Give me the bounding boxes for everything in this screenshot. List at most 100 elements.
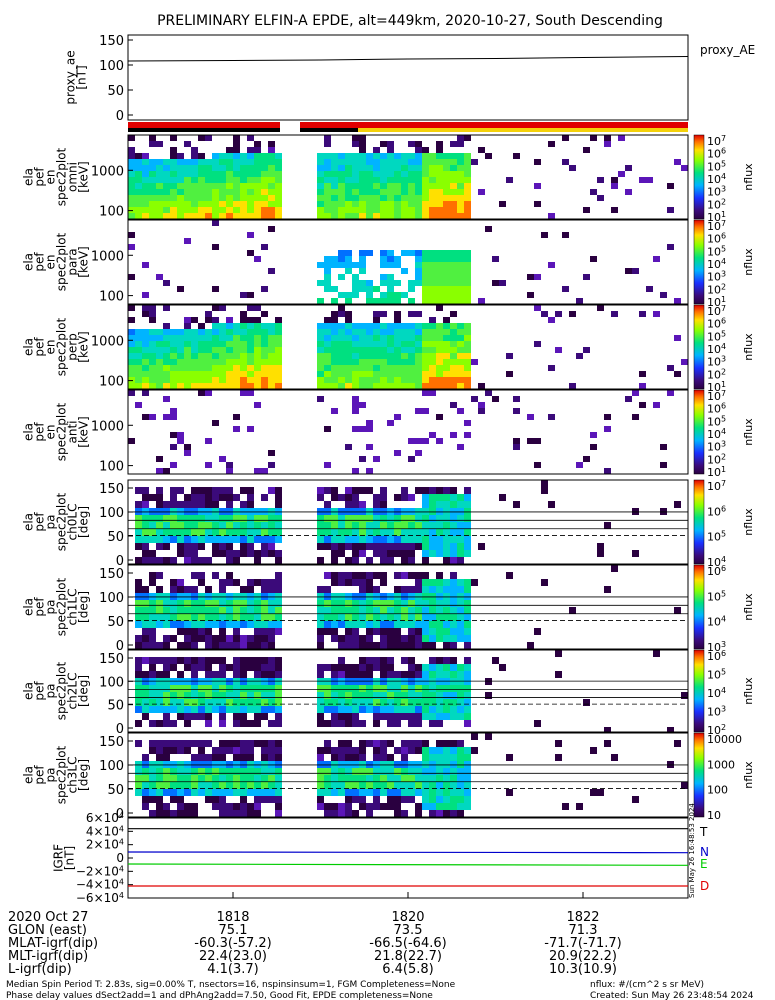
colorbar-tick-label: 1000 <box>707 758 735 771</box>
colorbar-tick-label: 103 <box>707 640 726 654</box>
igrf-line-N <box>127 851 689 854</box>
time-tick-label: 1820 <box>391 910 424 925</box>
energy-panel-axes <box>127 304 689 390</box>
colorbar-tick-label: 103 <box>707 355 726 369</box>
orbit-row-value: -71.7(-71.7) <box>544 936 621 951</box>
colorbar-label: nflux <box>742 163 755 191</box>
colorbar-label: nflux <box>742 593 755 621</box>
colorbar-tick-label: 105 <box>707 414 726 428</box>
footer-right-1: nflux: #/(cm^2 s sr MeV) <box>590 980 704 990</box>
time-axis-ticks: 1818 1820 1822 <box>216 892 600 925</box>
orbit-row-value: 10.3(10.9) <box>549 962 617 977</box>
colorbar-tick-label: 105 <box>707 589 726 603</box>
colorbar-tick-label: 105 <box>707 244 726 258</box>
colorbar <box>693 304 705 390</box>
igrf-ytick-label: −4×104 <box>76 878 124 892</box>
energy-panel-image <box>128 390 674 474</box>
energy-ytick-label: 1000 <box>91 334 124 349</box>
colorbar-tick-label: 103 <box>707 185 726 199</box>
region-bar-red-2 <box>300 122 688 128</box>
energy-panel-ylabel: elapefenspec2plotpara[keV] <box>22 232 91 291</box>
colorbar-tick-label: 101 <box>707 380 726 394</box>
energy-ytick-label: 1000 <box>91 419 124 434</box>
colorbar-tick-label: 102 <box>707 723 726 737</box>
colorbar-tick-label: 105 <box>707 668 726 682</box>
colorbar-label: nflux <box>742 508 755 536</box>
colorbar-tick-label: 107 <box>707 479 726 493</box>
igrf-ytick-label: 0 <box>116 851 124 865</box>
colorbar-tick-label: 104 <box>707 342 726 356</box>
energy-panel-axes <box>127 219 689 305</box>
pitch-ytick-label: 0 <box>116 722 124 737</box>
colorbar-tick-label: 107 <box>707 389 726 403</box>
energy-panel-ylabel: elapefenspec2plotomni[keV] <box>22 147 91 206</box>
proxy-ae-ytick-label: 150 <box>99 34 124 49</box>
energy-panel-axes <box>127 134 689 220</box>
orbit-row-value: 20.9(22.2) <box>549 949 617 964</box>
pitch-ytick-label: 50 <box>107 783 124 798</box>
orbit-row-value: -66.5(-64.6) <box>369 936 446 951</box>
igrf-legend-T: T <box>699 825 708 839</box>
energy-panel-image <box>128 305 688 389</box>
pitch-panel-ylabel: elapefpaspec2plotch0LC[deg] <box>22 492 91 551</box>
colorbar-tick-label: 101 <box>707 295 726 309</box>
colorbar-tick-label: 106 <box>707 232 726 246</box>
region-bar-red-1 <box>128 122 280 128</box>
colorbar-tick-label: 103 <box>707 440 726 454</box>
region-bar-black-2 <box>300 128 358 132</box>
energy-panel-axes <box>127 389 689 475</box>
colorbar <box>693 389 705 475</box>
energy-ytick-label: 1000 <box>91 164 124 179</box>
colorbar-label: nflux <box>742 333 755 361</box>
colorbar <box>693 219 705 305</box>
colorbar-tick-label: 106 <box>707 504 726 518</box>
orbit-row-value: -60.3(-57.2) <box>194 936 271 951</box>
pitch-ytick-label: 50 <box>107 530 124 545</box>
colorbar-label: nflux <box>742 248 755 276</box>
pitch-ytick-label: 0 <box>116 807 124 822</box>
colorbar-tick-label: 100 <box>707 784 728 797</box>
orbit-row-value: 21.8(22.7) <box>374 949 442 964</box>
energy-ytick-label: 100 <box>99 290 124 305</box>
orbit-row-value: 4.1(3.7) <box>207 962 259 977</box>
colorbar-tick-label: 104 <box>707 427 726 441</box>
orbit-row-label: L-igrf(dip) <box>8 962 72 977</box>
orbit-row-value: 6.4(5.8) <box>382 962 434 977</box>
colorbar-tick-label: 102 <box>707 452 726 466</box>
pitch-panel-axes <box>127 564 689 650</box>
pitch-ytick-label: 0 <box>116 639 124 654</box>
igrf-ytick-label: 2×104 <box>86 838 124 852</box>
colorbar-tick-label: 105 <box>707 159 726 173</box>
pitch-ytick-label: 50 <box>107 699 124 714</box>
colorbar-tick-label: 104 <box>707 172 726 186</box>
pitch-ytick-label: 150 <box>99 567 124 582</box>
pitch-ytick-label: 100 <box>99 675 124 690</box>
energy-panel-ylabel: elapefenspec2plotperp[keV] <box>22 317 91 376</box>
energy-ytick-label: 100 <box>99 460 124 475</box>
colorbar-tick-label: 107 <box>707 219 726 233</box>
spectrogram-panels: 1000100elapefenspec2plotomni[keV]1071061… <box>22 134 756 822</box>
energy-ytick-label: 100 <box>99 375 124 390</box>
colorbar-tick-label: 107 <box>707 304 726 318</box>
colorbar-label: nflux <box>742 418 755 446</box>
proxy-ae-ylabel: proxy_ae[nT] <box>64 50 89 104</box>
energy-ytick-label: 100 <box>99 205 124 220</box>
pitch-panel-7: 150 100 50 0 elapefpaspec2plotch3LC[deg] 1000… <box>22 732 755 822</box>
igrf-legend-N: N <box>700 845 709 859</box>
energy-panel-0: 1000100elapefenspec2plotomni[keV]1071061… <box>22 134 756 224</box>
pitch-panel-6: 150 100 50 0 elapefpaspec2plotch2LC[deg] 106 1… <box>22 649 756 737</box>
proxy-ae-ytick-label: 100 <box>99 59 124 74</box>
pitch-panel-ylabel: elapefpaspec2plotch3LC[deg] <box>22 745 91 804</box>
colorbar-tick-label: 106 <box>707 402 726 416</box>
igrf-ytick-label: −6×104 <box>76 891 124 905</box>
pitch-panel-ylabel: elapefpaspec2plotch1LC[deg] <box>22 577 91 636</box>
colorbar-tick-label: 102 <box>707 367 726 381</box>
colorbar-tick-label: 103 <box>707 270 726 284</box>
colorbar-tick-label: 104 <box>707 257 726 271</box>
colorbar <box>693 732 705 818</box>
proxy-ae-ytick-label: 50 <box>107 84 124 99</box>
energy-panel-image <box>128 220 681 304</box>
proxy-ae-ticks: 150 100 50 0 <box>99 34 133 124</box>
